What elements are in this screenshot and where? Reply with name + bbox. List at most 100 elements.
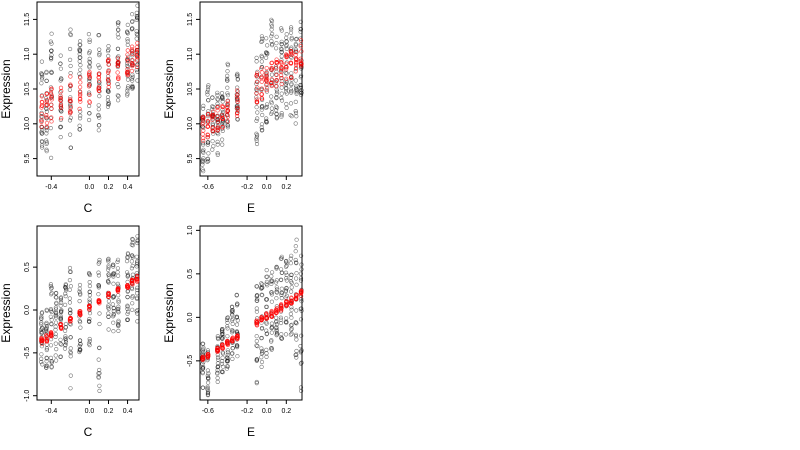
fitted-point xyxy=(200,114,205,120)
observed-point xyxy=(77,289,82,294)
observed-point xyxy=(259,359,265,365)
observed-point xyxy=(298,276,304,281)
fitted-point xyxy=(254,323,260,328)
observed-point xyxy=(255,344,260,349)
observed-point xyxy=(288,311,294,317)
observed-point xyxy=(106,303,111,308)
observed-point xyxy=(43,326,49,331)
observed-point xyxy=(135,239,140,244)
observed-point xyxy=(39,314,44,319)
observed-point xyxy=(274,320,279,325)
observed-point xyxy=(125,272,131,277)
observed-point xyxy=(293,332,299,337)
y-tick-label: 11.5 xyxy=(187,13,194,26)
observed-point xyxy=(215,355,221,360)
fitted-point xyxy=(78,75,83,80)
y-axis-label: Expression xyxy=(0,283,13,342)
observed-point xyxy=(54,300,59,305)
observed-point xyxy=(97,93,102,99)
x-tick-label: 0.2 xyxy=(104,184,114,191)
observed-point xyxy=(59,308,64,313)
x-tick-label: -0.2 xyxy=(241,408,253,415)
observed-point xyxy=(274,327,279,333)
observed-point xyxy=(284,105,289,110)
observed-point xyxy=(293,244,298,249)
observed-point xyxy=(78,347,83,352)
observed-point xyxy=(274,111,279,117)
observed-point xyxy=(58,341,63,346)
fitted-point xyxy=(288,49,293,54)
observed-point xyxy=(254,284,259,289)
observed-point xyxy=(274,325,279,330)
observed-point xyxy=(125,93,130,98)
observed-point xyxy=(269,346,274,351)
observed-point xyxy=(135,285,140,290)
observed-point xyxy=(116,28,121,33)
observed-point xyxy=(134,309,139,314)
fitted-point xyxy=(77,84,83,90)
fitted-point xyxy=(289,75,294,81)
fitted-point xyxy=(77,309,83,314)
observed-point xyxy=(111,329,116,334)
observed-point xyxy=(135,78,140,83)
observed-point xyxy=(58,316,64,321)
observed-point xyxy=(78,292,83,297)
observed-point xyxy=(298,271,304,276)
observed-point xyxy=(126,84,131,89)
observed-point xyxy=(97,47,102,52)
fitted-point xyxy=(44,333,49,338)
plot-frame xyxy=(199,1,303,177)
observed-point xyxy=(264,118,269,123)
observed-point xyxy=(289,114,294,119)
fitted-point xyxy=(44,103,50,108)
observed-points xyxy=(200,237,304,398)
fitted-point xyxy=(105,59,111,64)
fitted-point xyxy=(134,49,139,54)
fitted-point xyxy=(225,104,230,109)
fitted-point xyxy=(86,82,92,87)
x-tick-label: 0.0 xyxy=(262,184,272,191)
observed-point xyxy=(115,46,121,52)
observed-points xyxy=(200,17,304,174)
observed-point xyxy=(129,266,134,271)
fitted-point xyxy=(59,116,64,121)
observed-point xyxy=(106,327,111,332)
fitted-point xyxy=(274,72,279,77)
observed-point xyxy=(201,347,206,352)
fitted-point xyxy=(283,300,289,305)
observed-point xyxy=(234,96,239,102)
observed-point xyxy=(269,38,274,44)
fitted-point xyxy=(234,94,240,99)
observed-point xyxy=(225,125,230,130)
observed-point xyxy=(62,302,68,308)
observed-point xyxy=(39,72,44,77)
observed-point xyxy=(299,360,304,365)
fitted-point xyxy=(96,75,101,80)
observed-point xyxy=(78,109,83,114)
observed-point xyxy=(106,259,111,264)
observed-point xyxy=(254,306,259,311)
observed-point xyxy=(284,278,289,283)
observed-point xyxy=(260,36,265,41)
fitted-point xyxy=(299,49,304,54)
x-tick-label: 0.4 xyxy=(123,408,133,415)
fitted-point xyxy=(49,106,54,111)
observed-point xyxy=(44,131,49,136)
fitted-point xyxy=(130,58,135,63)
observed-point xyxy=(58,53,63,58)
observed-point xyxy=(260,127,265,133)
fitted-point xyxy=(215,105,220,110)
observed-point xyxy=(205,384,210,389)
observed-point xyxy=(259,122,265,127)
observed-point xyxy=(49,321,54,327)
observed-point xyxy=(279,270,284,276)
fitted-point xyxy=(78,99,83,104)
y-axis-label: Expression xyxy=(0,59,13,118)
fitted-point xyxy=(129,68,135,74)
observed-point xyxy=(298,42,303,47)
observed-point xyxy=(299,297,304,302)
fitted-point xyxy=(254,91,259,96)
observed-point xyxy=(111,309,116,314)
fitted-point xyxy=(288,300,293,305)
observed-point xyxy=(97,367,102,373)
